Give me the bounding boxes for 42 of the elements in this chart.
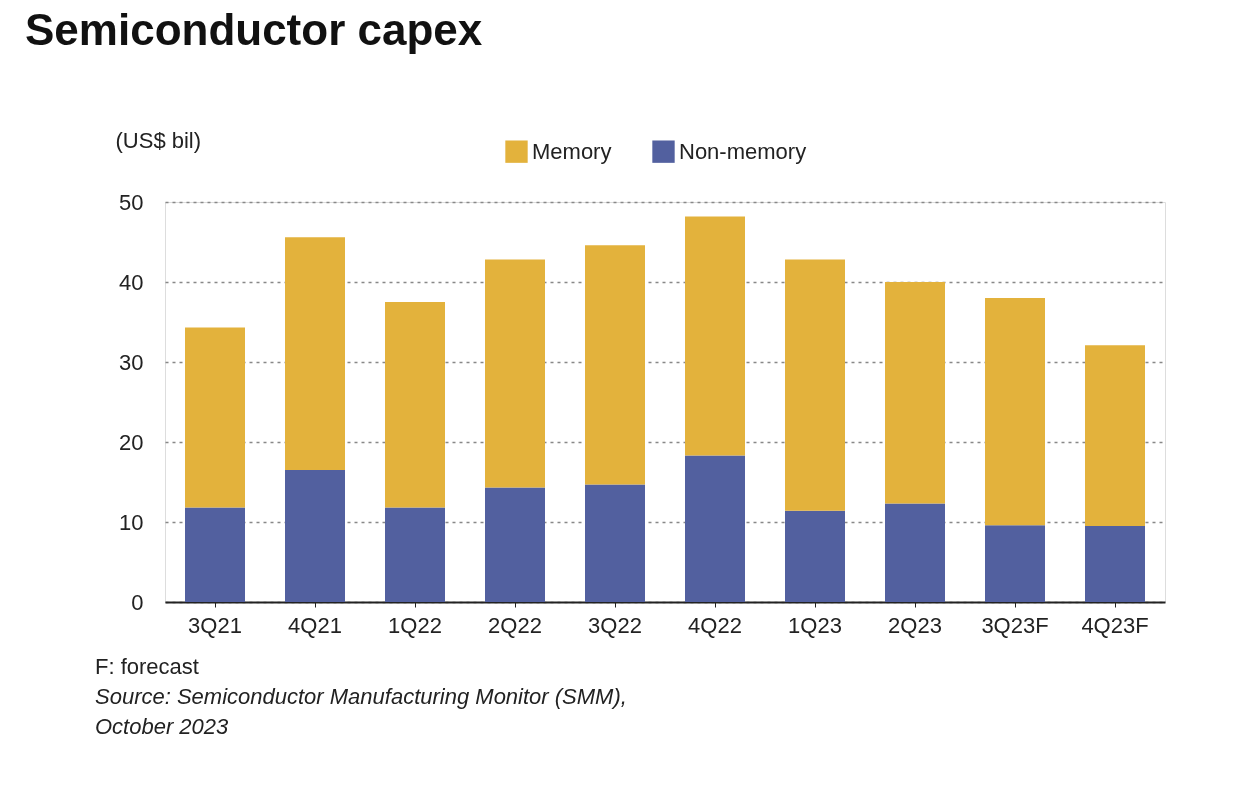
y-tick-label: 10 xyxy=(119,509,144,535)
bar xyxy=(685,455,745,602)
bar xyxy=(285,237,345,470)
y-axis-title: (US$ bil) xyxy=(115,127,202,153)
y-tick-label: 40 xyxy=(119,269,144,295)
bar xyxy=(585,484,645,602)
x-tick-label: 2Q23 xyxy=(888,612,942,638)
bar xyxy=(485,487,545,602)
bar xyxy=(885,503,945,602)
bar xyxy=(885,282,945,504)
bar xyxy=(785,259,845,511)
bar xyxy=(785,510,845,602)
bar xyxy=(285,470,345,602)
bar xyxy=(1085,345,1145,526)
chart-title: Semiconductor capex xyxy=(25,5,483,54)
x-tick-label: 2Q22 xyxy=(488,612,542,638)
y-tick-label: 30 xyxy=(119,349,144,375)
bar xyxy=(985,298,1045,526)
y-tick-label: 50 xyxy=(119,189,144,215)
y-tick-label: 0 xyxy=(131,589,144,615)
legend-label: Non-memory xyxy=(679,138,807,164)
x-tick-label: 4Q23F xyxy=(1081,612,1149,638)
x-tick-label: 4Q21 xyxy=(288,612,342,638)
y-tick-label: 20 xyxy=(119,429,144,455)
bar xyxy=(385,302,445,508)
bar xyxy=(485,259,545,488)
x-tick-label: 1Q23 xyxy=(788,612,842,638)
bar xyxy=(185,507,245,602)
bar xyxy=(185,327,245,508)
bar xyxy=(585,245,645,485)
x-tick-label: 3Q21 xyxy=(188,612,242,638)
legend-label: Memory xyxy=(532,138,612,164)
x-tick-label: 3Q23F xyxy=(981,612,1049,638)
bar xyxy=(1085,526,1145,602)
bar xyxy=(685,216,745,456)
text: F: forecast xyxy=(95,654,199,679)
x-tick-label: 4Q22 xyxy=(688,612,742,638)
bar xyxy=(985,525,1045,602)
source-note: Source: Semiconductor Manufacturing Monitor (SMM), October 2023 xyxy=(95,684,627,739)
bar xyxy=(385,507,445,602)
x-tick-label: 1Q22 xyxy=(388,612,442,638)
x-tick-label: 3Q22 xyxy=(588,612,642,638)
